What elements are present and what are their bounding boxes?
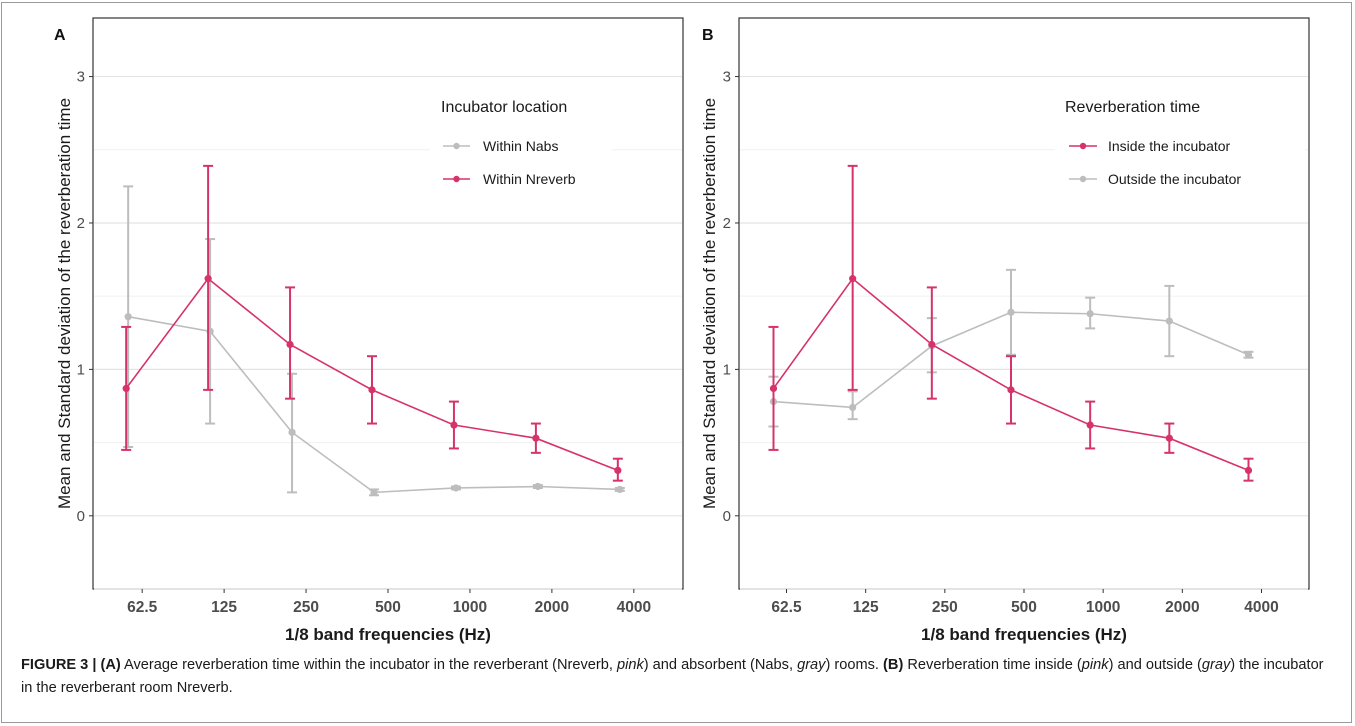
y-tick-label: 1 xyxy=(77,361,85,378)
y-axis-title: Mean and Standard deviation of the rever… xyxy=(700,98,719,509)
legend-key-point xyxy=(1079,175,1087,183)
data-point xyxy=(849,403,857,412)
data-point xyxy=(288,428,296,436)
x-tick-label: 2000 xyxy=(535,599,569,616)
y-tick-label: 3 xyxy=(77,69,85,86)
figure-caption: FIGURE 3 | (A) Average reverberation tim… xyxy=(21,654,1331,700)
data-point xyxy=(769,384,778,393)
data-point xyxy=(204,275,212,283)
x-tick-label: 125 xyxy=(853,599,879,616)
data-point xyxy=(614,466,622,475)
data-point xyxy=(1007,386,1015,394)
caption-part-a-text-2: ) and absorbent (Nabs, xyxy=(643,657,794,673)
x-tick-label: 4000 xyxy=(617,599,651,616)
legend-label: Inside the incubator xyxy=(1108,138,1231,154)
legend-key-point xyxy=(453,142,460,150)
caption-part-a-label: (A) xyxy=(100,657,121,673)
data-point xyxy=(1007,308,1015,316)
data-point xyxy=(849,275,857,283)
x-tick-label: 4000 xyxy=(1244,599,1278,616)
legend-title: Incubator location xyxy=(441,99,567,116)
data-point xyxy=(124,313,132,321)
x-tick-label: 250 xyxy=(932,599,958,616)
data-point xyxy=(928,340,936,349)
x-tick-label: 500 xyxy=(1011,599,1037,616)
x-tick-label: 62.5 xyxy=(127,599,158,616)
panel-letter: B xyxy=(702,27,714,44)
data-point xyxy=(1086,310,1094,318)
caption-part-a-pink: pink xyxy=(616,657,644,673)
plot-panel-border xyxy=(738,17,1310,590)
y-tick-label: 2 xyxy=(723,215,731,232)
x-axis-title: 1/8 band frequencies (Hz) xyxy=(285,625,491,644)
panel-letter: A xyxy=(54,27,66,44)
legend-label: Outside the incubator xyxy=(1108,171,1241,187)
legend-label: Within Nreverb xyxy=(483,171,576,187)
x-tick-label: 2000 xyxy=(1165,599,1199,616)
x-tick-label: 125 xyxy=(211,599,237,616)
caption-part-b-label: (B) xyxy=(883,657,904,673)
y-axis-title: Mean and Standard deviation of the rever… xyxy=(55,98,74,509)
legend-background xyxy=(1055,134,1305,184)
data-point xyxy=(286,340,294,349)
figure-charts: 0 1 2 3 62.5 125 250 500 1000 2000 4000 1/8 band fr… xyxy=(54,17,1310,644)
x-tick-label: 250 xyxy=(293,599,319,616)
x-tick-label: 1000 xyxy=(1086,599,1120,616)
caption-part-a-gray: gray xyxy=(797,657,826,673)
data-point xyxy=(1086,421,1094,429)
data-point xyxy=(370,488,378,496)
caption-part-b-pink: pink xyxy=(1081,657,1109,673)
data-point xyxy=(1244,466,1253,475)
y-tick-label: 0 xyxy=(723,508,731,525)
data-point xyxy=(368,386,376,394)
plot-panel-border xyxy=(92,17,684,590)
caption-part-a-text-1: Average reverberation time within the in… xyxy=(124,657,613,673)
caption-part-b-gray: gray xyxy=(1201,657,1231,673)
legend-background xyxy=(430,134,612,184)
caption-part-b-text-3: ) the incubator in the reverberant room … xyxy=(21,657,1324,696)
data-point xyxy=(1244,351,1253,359)
legend-label: Within Nabs xyxy=(483,138,558,154)
x-axis-title: 1/8 band frequencies (Hz) xyxy=(921,625,1127,644)
legend-title: Reverberation time xyxy=(1065,99,1200,116)
data-point xyxy=(450,421,458,429)
x-tick-label: 62.5 xyxy=(771,599,802,616)
caption-part-b-text-1: Reverberation time inside ( xyxy=(907,657,1082,673)
x-tick-label: 500 xyxy=(375,599,401,616)
caption-part-b-text-2: ) and outside ( xyxy=(1108,657,1202,673)
data-point xyxy=(532,434,540,442)
legend-key-point xyxy=(1079,142,1087,150)
caption-figure-label: FIGURE 3 | xyxy=(21,657,97,673)
y-tick-label: 3 xyxy=(723,69,731,86)
panel-a: 0 1 2 3 62.5 125 250 500 1000 2000 4000 1/8 band fr… xyxy=(54,17,684,644)
data-point xyxy=(122,384,130,393)
data-point xyxy=(1165,434,1173,442)
y-tick-label: 1 xyxy=(723,361,731,378)
data-point xyxy=(452,484,460,492)
data-point xyxy=(534,482,542,491)
x-tick-label: 1000 xyxy=(453,599,487,616)
y-tick-label: 0 xyxy=(77,508,85,525)
legend-key-point xyxy=(453,175,460,183)
data-point xyxy=(1165,317,1173,325)
caption-part-a-text-3: ) rooms. xyxy=(825,657,879,673)
y-tick-label: 2 xyxy=(77,215,85,232)
data-point xyxy=(616,485,624,494)
panel-b: 0 1 2 3 62.5 125 250 500 1000 2000 4000 1/8 band fr… xyxy=(700,17,1310,644)
